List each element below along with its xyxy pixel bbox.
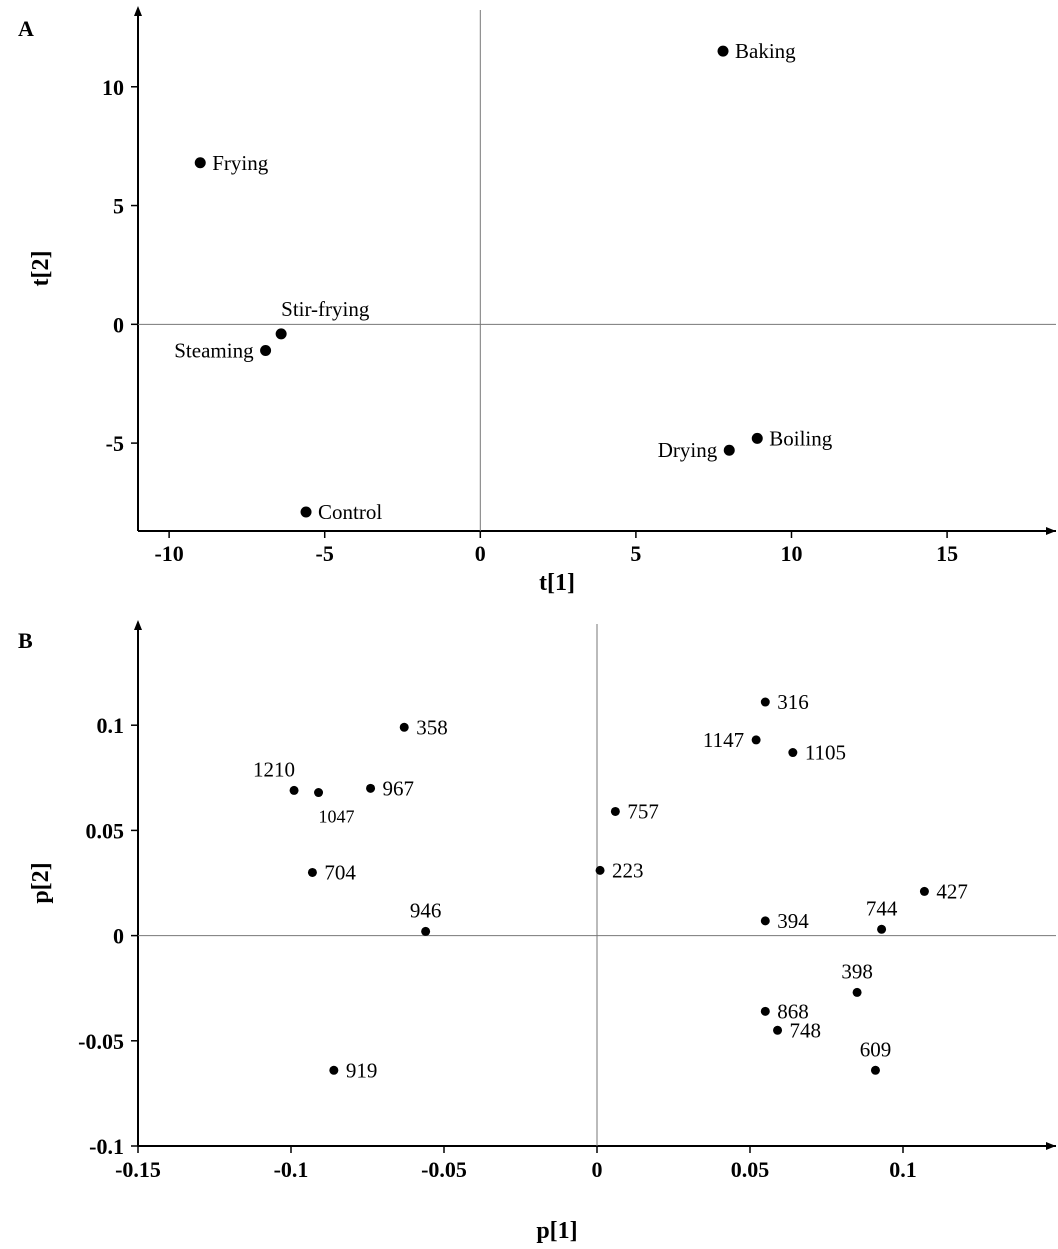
data-point bbox=[717, 45, 729, 57]
point-label: Control bbox=[318, 500, 382, 524]
y-tick-label: -0.05 bbox=[78, 1029, 124, 1054]
y-axis-arrow bbox=[134, 620, 142, 630]
point-label: Stir-frying bbox=[281, 297, 370, 321]
x-tick-label: 0 bbox=[475, 541, 486, 566]
point-label: 1105 bbox=[805, 741, 846, 765]
x-tick-label: 10 bbox=[780, 541, 802, 566]
data-point bbox=[919, 886, 929, 896]
point-label: 1210 bbox=[253, 757, 295, 781]
x-tick-label: -0.05 bbox=[421, 1157, 467, 1182]
x-tick-label: -10 bbox=[154, 541, 183, 566]
data-point bbox=[289, 785, 299, 795]
point-label: 1047 bbox=[319, 807, 355, 827]
data-point bbox=[877, 924, 887, 934]
data-point bbox=[852, 987, 862, 997]
point-label: 748 bbox=[790, 1018, 822, 1042]
point-label: 704 bbox=[324, 860, 356, 884]
x-axis-title: p[1] bbox=[536, 1218, 577, 1244]
y-tick-label: 0 bbox=[113, 312, 124, 337]
point-label: 398 bbox=[841, 959, 873, 983]
x-tick-label: -0.1 bbox=[274, 1157, 309, 1182]
y-tick-label: 0.05 bbox=[86, 818, 125, 843]
point-label: Boiling bbox=[769, 426, 833, 450]
data-point bbox=[307, 867, 317, 877]
x-tick-label: 0.05 bbox=[731, 1157, 770, 1182]
point-label: Steaming bbox=[174, 338, 254, 362]
point-label: 223 bbox=[612, 858, 644, 882]
x-tick-label: 0 bbox=[592, 1157, 603, 1182]
y-tick-label: 5 bbox=[113, 194, 124, 219]
data-point bbox=[595, 865, 605, 875]
data-point bbox=[329, 1065, 339, 1075]
x-axis-arrow bbox=[1046, 527, 1056, 535]
point-label: 394 bbox=[777, 909, 809, 933]
data-point bbox=[870, 1065, 880, 1075]
data-point bbox=[399, 722, 409, 732]
x-axis-arrow bbox=[1046, 1142, 1056, 1150]
x-tick-label: 0.1 bbox=[889, 1157, 917, 1182]
point-label: 744 bbox=[866, 896, 898, 920]
point-label: 316 bbox=[777, 690, 809, 714]
y-tick-label: 0 bbox=[113, 924, 124, 949]
point-label: 1147 bbox=[703, 728, 744, 752]
panel-letter-a: A bbox=[18, 16, 34, 41]
data-point bbox=[300, 506, 312, 518]
point-label: 868 bbox=[777, 999, 809, 1023]
y-tick-label: 10 bbox=[102, 75, 124, 100]
data-point bbox=[760, 1006, 770, 1016]
y-axis-title: t[2] bbox=[28, 251, 54, 287]
point-label: 946 bbox=[410, 898, 442, 922]
point-label: 609 bbox=[860, 1037, 892, 1061]
data-point bbox=[760, 697, 770, 707]
y-tick-label: 0.1 bbox=[97, 713, 125, 738]
data-point bbox=[366, 783, 376, 793]
panel-letter-b: B bbox=[18, 628, 33, 653]
data-point bbox=[610, 806, 620, 816]
data-point bbox=[760, 916, 770, 926]
point-label: Frying bbox=[212, 151, 269, 175]
x-tick-label: -0.15 bbox=[115, 1157, 161, 1182]
data-point bbox=[421, 926, 431, 936]
scatter-panel-b: -0.15 -0.1 -0.05 0 0.05 0.1-0.1-0.0500.050.1p… bbox=[28, 620, 1056, 1244]
x-tick-label: 15 bbox=[936, 541, 958, 566]
point-label: Drying bbox=[658, 438, 718, 462]
point-label: 427 bbox=[936, 879, 968, 903]
y-axis-arrow bbox=[134, 6, 142, 16]
data-point bbox=[788, 748, 798, 758]
point-label: Baking bbox=[735, 39, 796, 63]
scatter-panel-a: -10 -5 0 5 10 15 -5 0 5 10 t[1] t[2] Baking Frying Sti… bbox=[28, 6, 1056, 596]
x-axis-title: t[1] bbox=[539, 570, 575, 596]
data-point bbox=[773, 1025, 783, 1035]
y-axis-title: p[2] bbox=[28, 862, 54, 903]
x-tick-label: 5 bbox=[630, 541, 641, 566]
point-label: 967 bbox=[383, 776, 415, 800]
point-label: 757 bbox=[627, 799, 659, 823]
data-point bbox=[260, 344, 272, 356]
y-tick-label: -5 bbox=[106, 431, 124, 456]
data-point bbox=[723, 444, 735, 456]
x-tick-label: -5 bbox=[316, 541, 334, 566]
data-point bbox=[194, 157, 206, 169]
point-label: 358 bbox=[416, 715, 448, 739]
data-point bbox=[314, 788, 324, 798]
data-point bbox=[275, 328, 287, 340]
point-label: 919 bbox=[346, 1058, 378, 1082]
data-point bbox=[751, 432, 763, 444]
data-point bbox=[751, 735, 761, 745]
y-tick-label: -0.1 bbox=[89, 1134, 124, 1159]
